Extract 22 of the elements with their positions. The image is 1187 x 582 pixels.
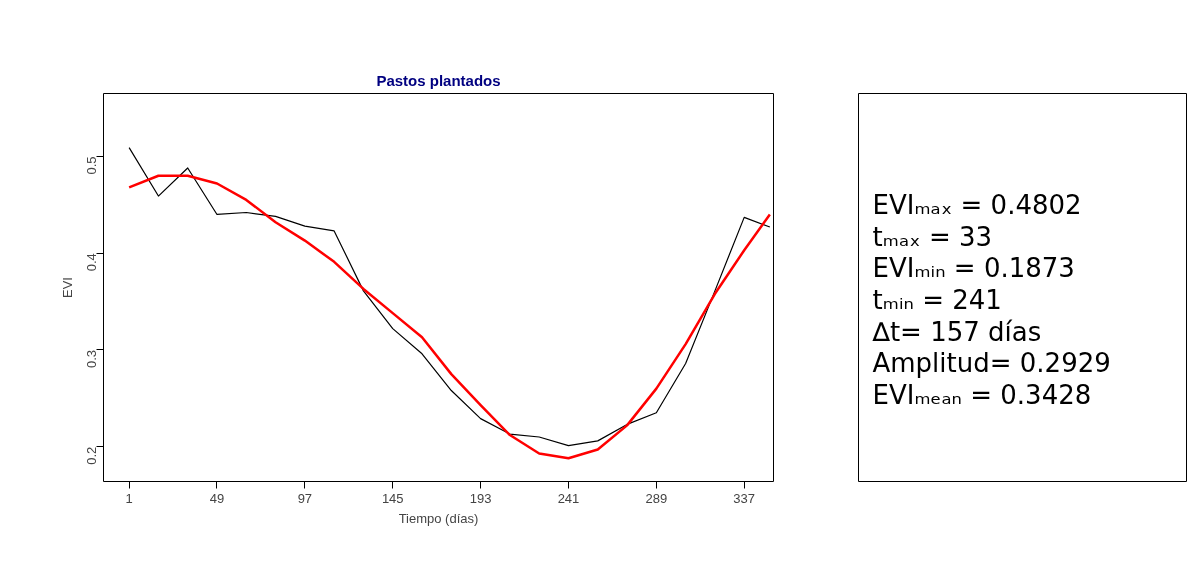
text: EVIₘₐₓ = 0.4802 <box>872 189 1082 220</box>
y-tick-label: 0.4 <box>84 253 99 272</box>
x-tick-label: 241 <box>557 490 580 506</box>
y-tick-label: 0.5 <box>84 156 99 175</box>
x-tick-label: 49 <box>209 490 225 506</box>
x-axis-title: Tiempo (días) <box>398 510 479 526</box>
text: EVIₘₑₐₙ = 0.3428 <box>872 379 1092 410</box>
y-axis-title: EVI <box>59 277 75 298</box>
text: Amplitud= 0.2929 <box>872 348 1111 379</box>
text: tₘₐₓ = 33 <box>872 221 993 252</box>
x-tick-label: 1 <box>125 490 133 506</box>
y-tick-label: 0.3 <box>84 349 99 368</box>
text: tₘᵢₙ = 241 <box>872 284 1002 315</box>
y-tick-label: 0.2 <box>84 446 99 465</box>
chart-title: Pastos plantados <box>376 71 501 89</box>
text: EVIₘᵢₙ = 0.1873 <box>872 253 1075 284</box>
x-tick-label: 289 <box>645 490 668 506</box>
x-tick-label: 193 <box>469 490 492 506</box>
text: ∆t= 157 días <box>871 316 1042 347</box>
x-tick-label: 337 <box>733 490 756 506</box>
x-tick-label: 97 <box>297 490 313 506</box>
x-tick-label: 145 <box>381 490 404 506</box>
